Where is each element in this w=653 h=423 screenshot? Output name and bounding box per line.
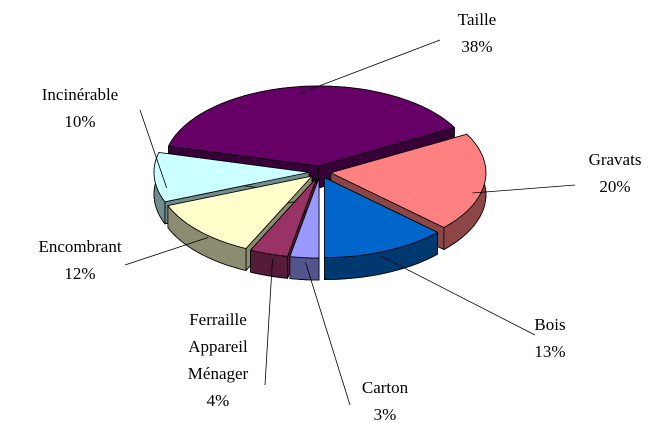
category-label: Bois: [534, 315, 566, 334]
slice-label: Taille 38%: [432, 6, 522, 60]
leader-line: [305, 262, 351, 406]
pie-slice: [329, 133, 487, 228]
leader-line: [139, 109, 168, 189]
pie-slice: [167, 85, 456, 167]
category-label: Encombrant: [38, 237, 122, 256]
slice-label: Bois 13%: [505, 311, 595, 365]
slice-label: Incinérable 10%: [20, 81, 140, 135]
percent-label: 4%: [206, 391, 230, 410]
slice-label: Gravats 20%: [570, 146, 653, 200]
pie-slice: [153, 152, 310, 203]
percent-label: 3%: [373, 405, 397, 423]
percent-label: 13%: [534, 342, 566, 361]
leader-line: [264, 258, 273, 386]
slice-label: Encombrant 12%: [20, 233, 140, 287]
category-label: Carton: [361, 378, 409, 397]
leader-line: [380, 255, 536, 336]
leader-line: [472, 184, 576, 194]
category-label: Taille: [457, 10, 497, 29]
percent-label: 10%: [64, 112, 96, 131]
pie-slice: [249, 177, 317, 257]
slice-label: Ferraille Appareil Ménager 4%: [168, 306, 268, 414]
pie-slice: [323, 176, 439, 259]
category-label: Ferraille Appareil Ménager: [187, 310, 249, 383]
category-label: Gravats: [588, 150, 642, 169]
slice-label: Carton 3%: [340, 374, 430, 423]
category-label: Incinérable: [41, 85, 119, 104]
slice-wall: [289, 256, 320, 281]
percent-label: 38%: [461, 37, 493, 56]
pie-slice: [289, 177, 320, 259]
percent-label: 20%: [599, 177, 631, 196]
leader-line: [300, 39, 441, 94]
pie-slice: [167, 175, 314, 249]
percent-label: 12%: [64, 264, 96, 283]
leader-line: [124, 237, 209, 266]
